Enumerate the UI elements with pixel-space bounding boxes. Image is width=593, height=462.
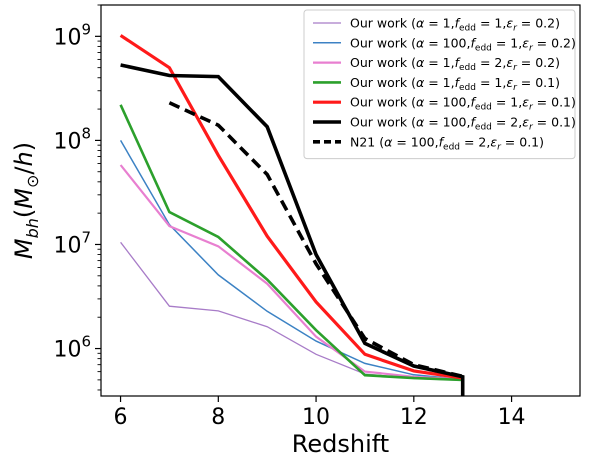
x-tick-label: 12 [400, 405, 428, 430]
series-line-3 [119, 164, 463, 381]
x-tick-label: 8 [211, 405, 225, 430]
y-axis-label: Mbh(M⊙/h) [10, 142, 42, 259]
legend-box [303, 9, 576, 160]
legend: Our work (α = 1,fedd = 1,εr = 0.2)Our wo… [303, 9, 576, 160]
series-layer [119, 34, 465, 396]
legend-label-6: Our work (α = 100,fedd = 2,εr = 0.1) [350, 115, 576, 133]
series-line-2 [119, 140, 463, 381]
y-tick-label: 108 [53, 124, 91, 154]
series-line-7 [168, 101, 464, 379]
legend-label-1: Our work (α = 1,fedd = 1,εr = 0.2) [350, 16, 560, 34]
legend-label-7: N21 (α = 100,fedd = 2,εr = 0.1) [350, 134, 544, 152]
y-tick-label: 106 [53, 333, 91, 363]
series-line-6 [120, 63, 465, 396]
plot-frame [100, 4, 581, 397]
y-ticks: 106 107 108 109 [53, 4, 101, 391]
x-axis-label: Redshift [292, 430, 389, 458]
legend-label-4: Our work (α = 1,fedd = 1,εr = 0.1) [350, 75, 560, 93]
legend-label-2: Our work (α = 100,fedd = 1,εr = 0.2) [350, 35, 576, 53]
series-line-5 [119, 34, 463, 380]
y-tick-label: 107 [53, 228, 91, 258]
x-tick-label: 14 [498, 405, 526, 430]
x-tick-label: 6 [114, 405, 128, 430]
x-ticks: 6 8 10 12 14 [114, 396, 526, 430]
legend-label-3: Our work (α = 1,fedd = 2,εr = 0.2) [350, 55, 560, 73]
y-tick-label: 109 [53, 20, 91, 50]
legend-label-5: Our work (α = 100,fedd = 1,εr = 0.1) [350, 95, 576, 113]
series-line-4 [119, 104, 463, 382]
x-tick-label: 10 [302, 405, 330, 430]
